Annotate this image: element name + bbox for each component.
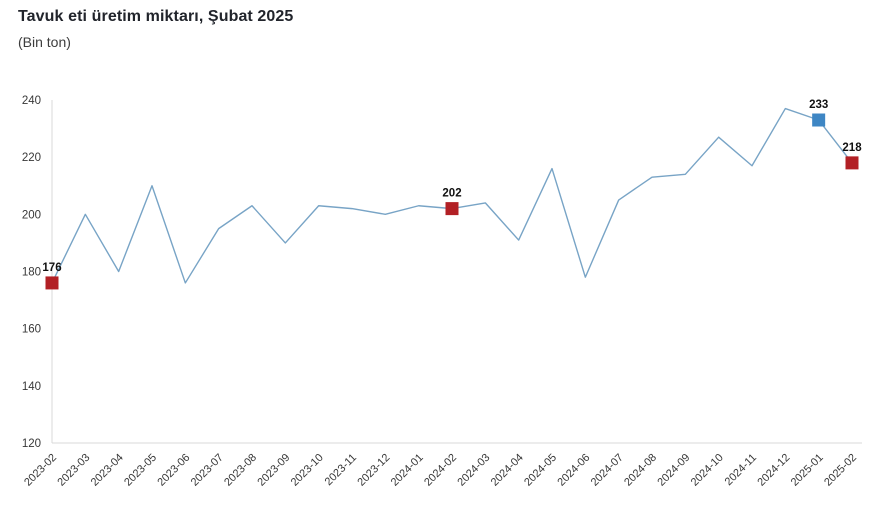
x-axis-tick-label: 2025-01 [789, 452, 826, 489]
x-axis-tick-label: 2023-10 [289, 452, 326, 489]
data-label-2025-01: 233 [809, 99, 828, 111]
y-axis-tick-label: 220 [22, 152, 41, 164]
x-axis-tick-label: 2023-08 [222, 452, 259, 489]
x-axis-tick-label: 2024-03 [455, 452, 492, 489]
x-axis-tick-label: 2024-04 [489, 452, 526, 489]
x-axis-tick-label: 2023-11 [323, 452, 359, 488]
marker-2025-02 [845, 156, 859, 170]
x-axis-tick-label: 2023-12 [355, 452, 392, 489]
x-axis-tick-label: 2024-05 [522, 452, 559, 489]
x-axis-tick-label: 2023-02 [22, 452, 59, 489]
x-axis-tick-label: 2024-11 [723, 452, 759, 488]
data-label-2023-02: 176 [42, 262, 61, 274]
marker-2023-02 [45, 276, 59, 290]
data-label-2024-02: 202 [442, 188, 461, 200]
x-axis-tick-label: 2024-09 [655, 452, 692, 489]
y-axis-tick-label: 200 [22, 209, 41, 221]
x-axis-tick-label: 2025-02 [822, 452, 859, 489]
x-axis-tick-label: 2023-04 [89, 452, 126, 489]
x-axis-tick-label: 2024-08 [622, 452, 659, 489]
x-axis-tick-label: 2024-02 [422, 452, 459, 489]
y-axis-tick-label: 180 [22, 267, 41, 279]
x-axis-tick-label: 2023-05 [122, 452, 159, 489]
x-axis-tick-label: 2024-06 [555, 452, 592, 489]
x-axis-tick-label: 2024-12 [755, 452, 792, 489]
x-axis-tick-label: 2023-09 [255, 452, 292, 489]
x-axis-tick-label: 2023-03 [55, 452, 92, 489]
y-axis-tick-label: 120 [22, 438, 41, 450]
chart-unit-label: (Bin ton) [18, 34, 71, 50]
y-axis-tick-label: 240 [22, 95, 41, 107]
page-title: Tavuk eti üretim miktarı, Şubat 2025 [18, 8, 294, 25]
x-axis-tick-label: 2023-07 [189, 452, 226, 489]
x-axis-tick-label: 2024-10 [689, 452, 726, 489]
x-axis-tick-label: 2024-07 [589, 452, 626, 489]
y-axis-tick-label: 160 [22, 324, 41, 336]
data-label-2025-02: 218 [842, 142, 862, 154]
marker-2025-01 [812, 113, 826, 127]
x-axis-tick-label: 2024-01 [389, 452, 426, 489]
y-axis-tick-label: 140 [22, 381, 41, 393]
marker-2024-02 [445, 202, 459, 216]
x-axis-tick-label: 2023-06 [155, 452, 192, 489]
